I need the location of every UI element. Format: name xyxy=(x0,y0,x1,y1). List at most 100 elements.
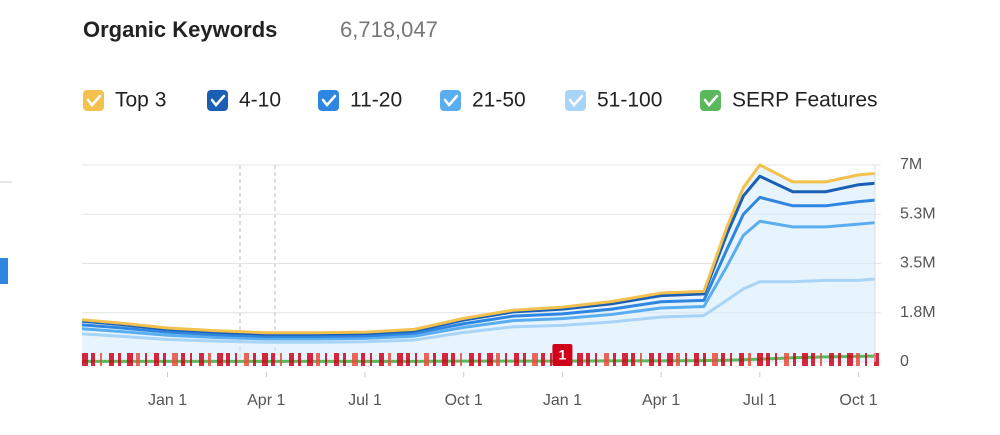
event-marker[interactable] xyxy=(838,353,841,366)
event-marker[interactable] xyxy=(865,353,867,366)
event-marker[interactable] xyxy=(847,353,853,366)
event-marker[interactable] xyxy=(451,353,455,366)
event-marker[interactable] xyxy=(613,353,616,366)
event-marker[interactable] xyxy=(397,353,403,366)
legend-checkbox[interactable] xyxy=(565,90,586,111)
event-marker[interactable] xyxy=(496,353,500,366)
event-marker[interactable] xyxy=(550,353,552,366)
event-marker[interactable] xyxy=(154,353,159,366)
event-marker[interactable] xyxy=(379,353,384,366)
legend-checkbox[interactable] xyxy=(440,90,461,111)
event-marker[interactable] xyxy=(280,353,282,366)
legend-label[interactable]: 21-50 xyxy=(472,89,526,112)
event-marker[interactable] xyxy=(163,353,166,366)
event-marker[interactable] xyxy=(694,353,699,366)
legend-checkbox[interactable] xyxy=(207,90,228,111)
event-marker[interactable] xyxy=(820,353,822,366)
event-marker[interactable] xyxy=(793,353,796,366)
event-marker[interactable] xyxy=(190,353,192,366)
legend-checkbox[interactable] xyxy=(318,90,339,111)
event-marker[interactable] xyxy=(172,353,178,366)
event-marker[interactable] xyxy=(244,353,249,366)
event-marker[interactable] xyxy=(145,353,147,366)
event-marker[interactable] xyxy=(226,353,230,366)
event-marker[interactable] xyxy=(712,353,718,366)
legend-label[interactable]: SERP Features xyxy=(732,89,878,112)
event-marker[interactable] xyxy=(127,353,133,366)
event-marker[interactable] xyxy=(208,353,211,366)
legend-checkbox[interactable] xyxy=(700,90,721,111)
legend-label[interactable]: Top 3 xyxy=(115,89,166,112)
event-marker[interactable] xyxy=(640,353,642,366)
event-marker[interactable] xyxy=(604,353,609,366)
event-marker[interactable] xyxy=(136,353,140,366)
event-marker[interactable] xyxy=(316,353,320,366)
event-marker[interactable] xyxy=(784,353,789,366)
event-marker[interactable] xyxy=(217,353,223,366)
event-marker[interactable] xyxy=(271,353,275,366)
event-marker[interactable] xyxy=(388,353,391,366)
event-marker[interactable] xyxy=(739,353,744,366)
event-marker[interactable] xyxy=(82,353,88,366)
event-marker[interactable] xyxy=(433,353,436,366)
event-marker[interactable] xyxy=(577,353,583,366)
event-marker[interactable] xyxy=(874,353,879,366)
event-marker[interactable] xyxy=(100,353,102,366)
event-marker[interactable] xyxy=(262,353,268,366)
annotation-box[interactable] xyxy=(552,344,573,366)
event-marker[interactable] xyxy=(658,353,661,366)
event-marker[interactable] xyxy=(829,353,834,366)
event-marker[interactable] xyxy=(199,353,204,366)
event-marker[interactable] xyxy=(487,353,493,366)
event-marker[interactable] xyxy=(442,353,448,366)
event-marker[interactable] xyxy=(766,353,770,366)
event-marker[interactable] xyxy=(370,353,372,366)
event-marker[interactable] xyxy=(757,353,763,366)
event-marker[interactable] xyxy=(334,353,339,366)
event-marker[interactable] xyxy=(478,353,481,366)
event-marker[interactable] xyxy=(631,353,635,366)
event-marker[interactable] xyxy=(667,353,673,366)
event-marker[interactable] xyxy=(595,353,597,366)
event-marker[interactable] xyxy=(856,353,860,366)
event-marker[interactable] xyxy=(811,353,815,366)
event-marker[interactable] xyxy=(721,353,725,366)
event-marker[interactable] xyxy=(118,353,121,366)
event-marker[interactable] xyxy=(307,353,313,366)
event-marker[interactable] xyxy=(730,353,732,366)
event-marker[interactable] xyxy=(622,353,628,366)
event-marker[interactable] xyxy=(181,353,185,366)
event-marker[interactable] xyxy=(469,353,474,366)
event-marker[interactable] xyxy=(343,353,346,366)
event-marker[interactable] xyxy=(676,353,680,366)
event-marker[interactable] xyxy=(649,353,654,366)
event-marker[interactable] xyxy=(532,353,538,366)
event-marker[interactable] xyxy=(298,353,301,366)
event-marker[interactable] xyxy=(748,353,751,366)
legend-label[interactable]: 51-100 xyxy=(597,89,662,112)
event-marker[interactable] xyxy=(505,353,507,366)
legend-label[interactable]: 4-10 xyxy=(239,89,281,112)
legend-checkbox[interactable] xyxy=(83,90,104,111)
event-marker[interactable] xyxy=(325,353,327,366)
event-marker[interactable] xyxy=(424,353,429,366)
event-marker[interactable] xyxy=(523,353,526,366)
event-marker[interactable] xyxy=(460,353,462,366)
event-marker[interactable] xyxy=(514,353,519,366)
event-marker[interactable] xyxy=(802,353,808,366)
event-marker[interactable] xyxy=(253,353,256,366)
event-marker[interactable] xyxy=(361,353,365,366)
event-marker[interactable] xyxy=(91,353,95,366)
event-marker[interactable] xyxy=(703,353,706,366)
event-marker[interactable] xyxy=(289,353,294,366)
event-marker[interactable] xyxy=(586,353,590,366)
legend-label[interactable]: 11-20 xyxy=(350,89,402,112)
event-marker[interactable] xyxy=(406,353,410,366)
event-marker[interactable] xyxy=(352,353,358,366)
event-marker[interactable] xyxy=(109,353,114,366)
event-marker[interactable] xyxy=(541,353,545,366)
event-marker[interactable] xyxy=(685,353,687,366)
event-marker[interactable] xyxy=(775,353,777,366)
event-marker[interactable] xyxy=(415,353,417,366)
event-marker[interactable] xyxy=(235,353,237,366)
